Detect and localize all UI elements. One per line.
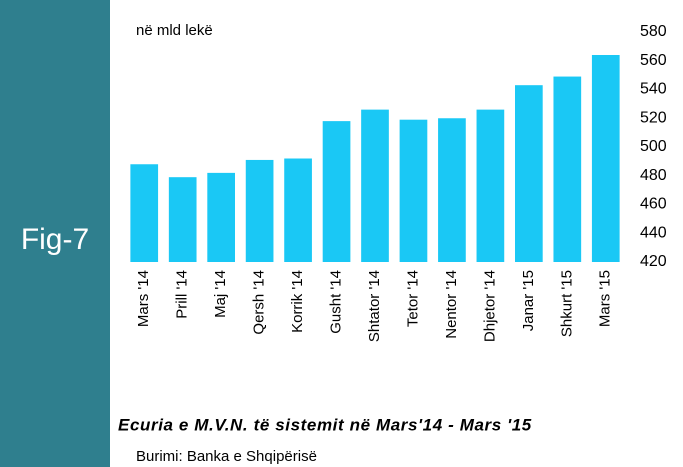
- x-tick-label: Korrik '14: [289, 270, 306, 333]
- source: Burimi: Banka e Shqipërisë: [136, 448, 317, 465]
- bar: [207, 172, 235, 262]
- chart-title: Ecuria e M.V.N. të sistemit në Mars'14 -…: [118, 415, 532, 434]
- figure-label: Fig-7: [21, 223, 89, 256]
- bar: [515, 85, 543, 262]
- bar: [168, 177, 197, 262]
- y-tick-label: 520: [640, 109, 667, 126]
- y-axis-label: në mld lekë: [136, 22, 213, 39]
- y-tick-label: 540: [640, 81, 667, 98]
- bar: [553, 76, 582, 262]
- x-tick-label: Tetor '14: [404, 270, 421, 327]
- x-tick-label: Janar '15: [520, 270, 537, 331]
- y-tick-label: 500: [640, 138, 667, 155]
- y-tick-label: 420: [640, 253, 667, 270]
- x-tick-label: Maj '14: [212, 270, 229, 318]
- bar: [399, 119, 428, 262]
- bar: [284, 158, 312, 262]
- x-tick-label: Gusht '14: [328, 270, 345, 334]
- sidebar: [0, 0, 110, 467]
- y-tick-label: 580: [640, 23, 667, 40]
- y-tick-label: 460: [640, 196, 667, 213]
- x-tick-label: Shtator '14: [366, 270, 383, 342]
- bar: [361, 109, 389, 262]
- x-tick-label: Nentor '14: [443, 270, 460, 339]
- bar: [245, 159, 274, 262]
- y-tick-label: 560: [640, 52, 667, 69]
- x-tick-label: Shkurt '15: [558, 270, 575, 337]
- x-tick-label: Mars '15: [597, 270, 614, 327]
- x-tick-label: Prill '14: [174, 270, 191, 319]
- bar: [130, 164, 159, 262]
- bar: [438, 118, 466, 262]
- bar: [476, 109, 505, 262]
- x-tick-label: Qersh '14: [251, 270, 268, 335]
- x-tick-label: Dhjetor '14: [481, 270, 498, 342]
- y-tick-label: 480: [640, 167, 667, 184]
- bar: [322, 121, 351, 262]
- bar: [591, 55, 620, 262]
- y-tick-label: 440: [640, 224, 667, 241]
- x-tick-label: Mars '14: [135, 270, 152, 327]
